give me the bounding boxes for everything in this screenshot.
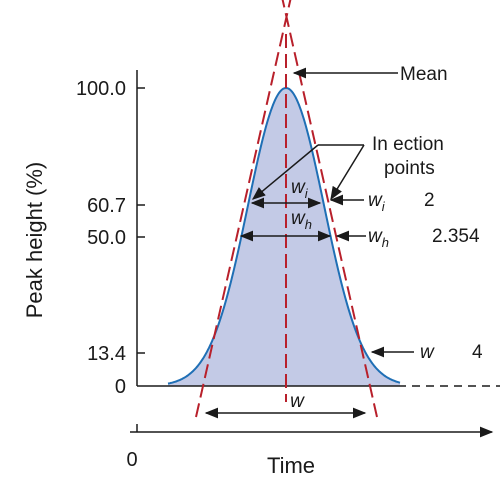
left-tangent-line — [195, 0, 292, 418]
inflection-arrow-left — [251, 144, 319, 200]
peak-curve — [167, 86, 401, 385]
inflection-label-line1: In ection — [372, 134, 444, 155]
mean-label: Mean — [400, 64, 448, 85]
wi-right-value: 2 — [424, 190, 435, 211]
y-axis-title: Peak height (%) — [22, 162, 47, 319]
wh-label: wh — [291, 208, 312, 232]
base-width-label: w — [290, 391, 305, 412]
wh-right-value: 2.354 — [432, 226, 480, 247]
w-right-label: w — [420, 342, 435, 363]
y-tick-label-50: 50.0 — [87, 227, 126, 249]
w-right-value: 4 — [472, 342, 483, 363]
y-tick-label-100: 100.0 — [76, 78, 126, 100]
peak-area — [168, 88, 400, 386]
wi-label: wi — [291, 177, 309, 201]
inflection-arrow-right — [330, 144, 365, 201]
inflection-label-line2: points — [384, 158, 435, 179]
wi-right-label: wi — [368, 190, 386, 214]
time-origin-label: 0 — [126, 449, 137, 471]
right-tangent-line — [281, 0, 378, 418]
y-tick-label-0: 0 — [115, 376, 126, 398]
time-axis-title: Time — [267, 453, 315, 478]
y-tick-label-13.4: 13.4 — [87, 343, 126, 365]
wh-right-label: wh — [368, 226, 389, 250]
y-tick-label-60.7: 60.7 — [87, 195, 126, 217]
